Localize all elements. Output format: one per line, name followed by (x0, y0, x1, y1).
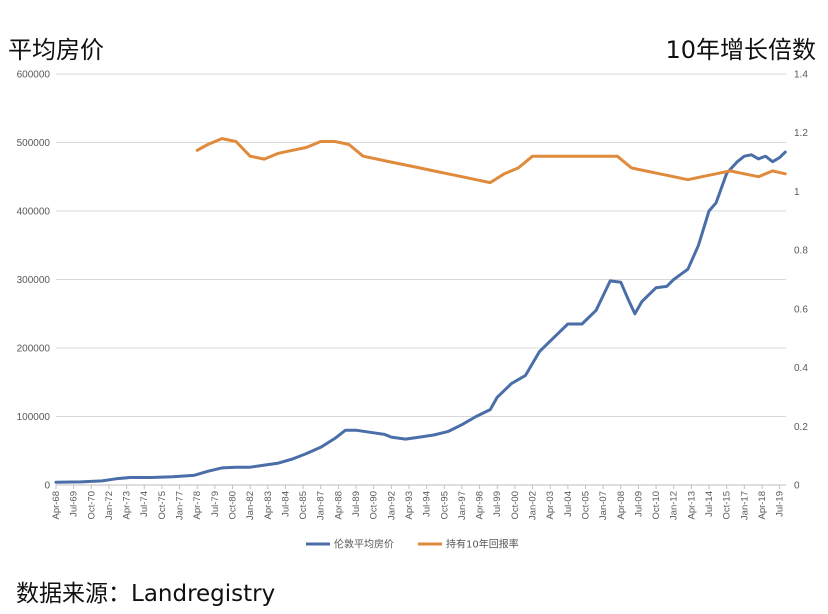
return-series-line (195, 137, 787, 185)
left-y-tick-label: 300000 (17, 275, 51, 286)
left-y-tick-label: 600000 (17, 70, 51, 81)
right-y-tick-label: 1.2 (794, 128, 808, 139)
gridlines (56, 73, 786, 486)
left-y-axis: 0 100000 200000 300000 400000 500000 600000 (17, 70, 51, 492)
x-tick-label: Apr-68 (51, 491, 62, 520)
x-tick-label: Apr-93 (404, 491, 415, 520)
x-tick-label: Jul-89 (351, 491, 362, 517)
right-y-tick-label: 1.4 (794, 70, 808, 81)
data-source-note: 数据来源：Landregistry (16, 581, 276, 607)
right-y-tick-label: 0.4 (794, 363, 808, 374)
right-y-tick-label: 0.6 (794, 304, 808, 315)
x-tick-label: Apr-98 (475, 491, 486, 520)
x-tick-label: Oct-80 (227, 491, 238, 520)
x-tick-label: Jan-17 (739, 491, 750, 520)
left-y-tick-label: 0 (44, 481, 50, 492)
x-tick-label: Jan-07 (598, 491, 609, 520)
x-tick-label: Jul-94 (422, 491, 433, 517)
right-axis-title: 10年增长倍数 (665, 36, 816, 64)
x-tick-label: Jul-84 (280, 491, 291, 517)
right-y-tick-label: 0.8 (794, 246, 808, 257)
x-tick-label: Apr-08 (616, 491, 627, 520)
legend-price-label: 伦敦平均房价 (334, 538, 394, 551)
x-tick-label: Jan-77 (175, 491, 186, 520)
x-tick-label: Jan-02 (528, 491, 539, 520)
x-tick-label: Jan-92 (386, 491, 397, 520)
legend-return-label: 持有10年回报率 (446, 538, 519, 551)
x-tick-label: Oct-70 (86, 491, 97, 520)
x-tick-label: Apr-13 (686, 491, 697, 520)
x-tick-label: Jan-72 (104, 491, 115, 520)
x-tick-label: Jan-12 (669, 491, 680, 520)
x-tick-label: Apr-73 (122, 491, 133, 520)
left-y-tick-label: 200000 (17, 344, 51, 355)
right-y-tick-label: 0.2 (794, 422, 808, 433)
x-tick-label: Oct-90 (369, 491, 380, 520)
x-tick-label: Oct-85 (298, 491, 309, 520)
right-y-tick-label: 0 (794, 481, 800, 492)
x-tick-label: Jan-82 (245, 491, 256, 520)
x-tick-label: Apr-18 (757, 491, 768, 520)
left-y-tick-label: 400000 (17, 207, 51, 218)
price-series-line (54, 150, 787, 484)
x-tick-label: Oct-10 (651, 491, 662, 520)
right-y-axis: 0 0.2 0.4 0.6 0.8 1 1.2 1.4 (794, 70, 808, 492)
x-tick-label: Oct-05 (580, 491, 591, 520)
x-tick-label: Apr-83 (263, 491, 274, 520)
x-tick-label: Apr-78 (192, 491, 203, 520)
legend: 伦敦平均房价 持有10年回报率 (306, 538, 519, 551)
x-tick-label: Jul-79 (210, 491, 221, 517)
x-tick-label: Jul-14 (704, 491, 715, 517)
x-tick-label: Apr-88 (333, 491, 344, 520)
x-tick-label: Apr-03 (545, 491, 556, 520)
left-y-tick-label: 100000 (17, 412, 51, 423)
right-y-tick-label: 1 (794, 187, 800, 198)
left-axis-title: 平均房价 (8, 36, 104, 64)
series-group (54, 137, 787, 484)
x-tick-label: Jul-04 (563, 491, 574, 517)
x-tick-label: Jan-87 (316, 491, 327, 520)
left-y-tick-label: 500000 (17, 138, 51, 149)
x-tick-label: Oct-15 (722, 491, 733, 520)
x-tick-label: Jan-97 (457, 491, 468, 520)
x-tick-label: Oct-75 (157, 491, 168, 520)
x-tick-label: Jul-19 (775, 491, 786, 517)
x-axis: Apr-68 Jul-69 Oct-70 Jan-72 Apr-73 Jul-74 Oct-… (51, 485, 786, 520)
x-tick-label: Oct-00 (510, 491, 521, 520)
x-tick-label: Jul-09 (633, 491, 644, 517)
x-tick-label: Jul-99 (492, 491, 503, 517)
x-tick-label: Jul-74 (139, 491, 150, 517)
x-tick-label: Oct-95 (439, 491, 450, 520)
x-tick-label: Jul-69 (69, 491, 80, 517)
